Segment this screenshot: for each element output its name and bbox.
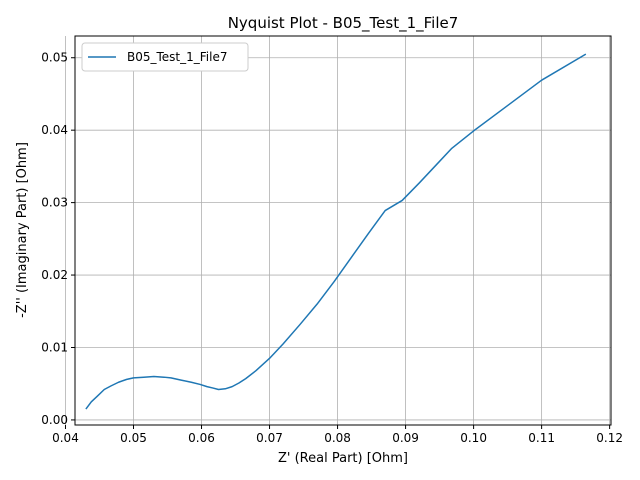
x-tick-label: 0.05 [120, 431, 147, 445]
y-axis-label: -Z'' (Imaginary Part) [Ohm] [15, 142, 30, 318]
y-tick-label: 0.00 [41, 413, 68, 427]
y-tick-label: 0.02 [41, 268, 68, 282]
y-tick-label: 0.03 [41, 196, 68, 210]
grid [65, 36, 611, 425]
x-tick-label: 0.12 [596, 431, 623, 445]
x-tick-label: 0.06 [188, 431, 215, 445]
series-layer [85, 53, 587, 410]
plot-frame [74, 35, 612, 426]
chart-title: Nyquist Plot - B05_Test_1_File7 [228, 14, 459, 33]
y-tick-label: 0.04 [41, 123, 68, 137]
x-tick-label: 0.10 [460, 431, 487, 445]
x-tick-label: 0.08 [324, 431, 351, 445]
y-tick-label: 0.01 [41, 340, 68, 354]
legend-box [81, 42, 249, 72]
series-line [85, 53, 587, 410]
x-tick-label: 0.09 [392, 431, 419, 445]
y-tick-label: 0.05 [41, 51, 68, 65]
x-tick-label: 0.11 [528, 431, 555, 445]
legend: B05_Test_1_File7 [81, 42, 249, 72]
x-tick-label: 0.07 [256, 431, 283, 445]
x-tick-label: 0.04 [52, 431, 79, 445]
x-axis-label: Z' (Real Part) [Ohm] [278, 451, 408, 466]
ticks: 0.04 0.05 0.06 0.07 0.08 0.09 0.10 0.11 0.12 0.00… [41, 51, 623, 445]
legend-label: B05_Test_1_File7 [127, 50, 227, 64]
